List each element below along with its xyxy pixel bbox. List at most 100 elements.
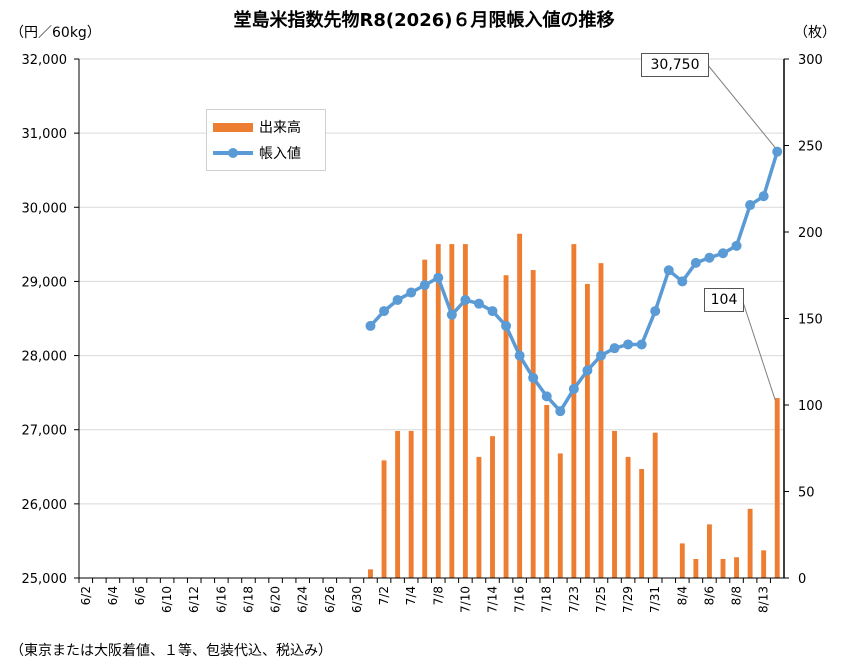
left-tick-label: 32,000 bbox=[22, 53, 68, 68]
left-tick-label: 25,000 bbox=[22, 572, 68, 587]
settlement-point bbox=[677, 276, 688, 287]
settlement-point bbox=[528, 372, 539, 383]
right-tick-label: 0 bbox=[798, 572, 806, 587]
volume-bar bbox=[734, 557, 739, 578]
x-tick-label: 7/29 bbox=[621, 586, 635, 613]
left-tick-label: 27,000 bbox=[22, 424, 68, 439]
volume-bar bbox=[557, 453, 563, 578]
x-tick-label: 8/4 bbox=[675, 586, 689, 605]
right-tick-label: 250 bbox=[798, 140, 823, 155]
x-tick-label: 6/16 bbox=[214, 586, 228, 613]
settlement-point bbox=[365, 320, 376, 331]
x-tick-label: 6/24 bbox=[296, 586, 310, 613]
settlement-point bbox=[487, 306, 498, 317]
settlement-point bbox=[433, 272, 444, 283]
x-tick-label: 8/13 bbox=[757, 586, 771, 613]
volume-bar bbox=[422, 259, 428, 578]
x-tick-label: 6/4 bbox=[106, 586, 120, 605]
x-tick-label: 6/30 bbox=[350, 586, 364, 613]
x-tick-label: 6/12 bbox=[187, 586, 201, 613]
volume-bar bbox=[774, 398, 780, 578]
settlement-point bbox=[582, 365, 593, 376]
x-tick-label: 7/8 bbox=[431, 586, 445, 605]
x-tick-label: 7/2 bbox=[377, 586, 391, 605]
settlement-point bbox=[514, 350, 525, 361]
legend-label-volume: 出来高 bbox=[259, 120, 301, 136]
settlement-point bbox=[541, 391, 552, 402]
legend-label-settlement: 帳入値 bbox=[259, 146, 301, 162]
left-tick-label: 26,000 bbox=[22, 498, 68, 513]
settlement-point bbox=[731, 240, 742, 251]
volume-bar bbox=[517, 233, 523, 579]
settlement-point bbox=[704, 252, 715, 263]
left-axis-unit: （円／60kg） bbox=[10, 25, 101, 41]
settlement-point bbox=[636, 339, 647, 350]
settlement-point bbox=[555, 406, 566, 417]
x-tick-label: 7/23 bbox=[567, 586, 581, 613]
right-tick-label: 50 bbox=[798, 486, 815, 501]
volume-bar bbox=[679, 543, 685, 578]
settlement-point bbox=[595, 350, 606, 361]
volume-bar bbox=[706, 524, 712, 578]
left-tick-label: 30,000 bbox=[22, 201, 68, 216]
settlement-point bbox=[623, 339, 634, 350]
volume-bar bbox=[544, 405, 550, 578]
settlement-point bbox=[460, 294, 471, 305]
volume-bar bbox=[747, 508, 753, 578]
leader-last-price bbox=[706, 63, 776, 148]
x-tick-label: 8/6 bbox=[702, 586, 716, 605]
volume-bars bbox=[368, 233, 780, 579]
x-tick-label: 7/16 bbox=[513, 586, 527, 613]
volume-bar bbox=[530, 270, 536, 578]
volume-bar bbox=[720, 558, 726, 578]
x-tick-label: 6/20 bbox=[269, 586, 283, 613]
volume-bar bbox=[761, 550, 767, 578]
settlement-point bbox=[609, 343, 620, 354]
x-tick-label: 8/8 bbox=[730, 586, 744, 605]
callout-last-price: 30,750 bbox=[641, 53, 709, 77]
right-tick-label: 200 bbox=[798, 226, 823, 241]
volume-bar bbox=[381, 460, 387, 578]
settlement-point bbox=[772, 146, 783, 157]
x-tick-label: 7/31 bbox=[648, 586, 662, 613]
legend: 出来高 帳入値 bbox=[206, 109, 326, 171]
settlement-line bbox=[365, 146, 783, 417]
volume-bar bbox=[598, 263, 604, 578]
volume-bar bbox=[625, 456, 631, 578]
right-tick-label: 150 bbox=[798, 313, 823, 328]
volume-bar bbox=[435, 244, 441, 579]
x-tick-label: 6/26 bbox=[323, 586, 337, 613]
settlement-point bbox=[663, 265, 674, 276]
settlement-point bbox=[690, 257, 701, 268]
volume-bar bbox=[584, 283, 590, 578]
volume-bar bbox=[476, 456, 482, 578]
left-tick-label: 29,000 bbox=[22, 275, 68, 290]
settlement-point bbox=[568, 383, 579, 394]
settlement-point bbox=[717, 248, 728, 259]
settlement-point bbox=[650, 306, 661, 317]
right-tick-label: 300 bbox=[798, 53, 823, 68]
callout-leaders bbox=[706, 63, 776, 401]
volume-bar bbox=[490, 436, 495, 578]
x-tick-label: 6/2 bbox=[79, 586, 93, 605]
volume-bar bbox=[408, 430, 414, 578]
settlement-point bbox=[379, 306, 390, 317]
settlement-point bbox=[758, 191, 769, 202]
volume-bar bbox=[693, 558, 699, 578]
settlement-point bbox=[406, 287, 417, 298]
chart-title: 堂島米指数先物R8(2026)６月限帳入値の推移 bbox=[233, 10, 615, 31]
settlement-point bbox=[501, 320, 512, 331]
right-axis-unit: （枚） bbox=[794, 25, 836, 41]
volume-bar bbox=[368, 569, 373, 578]
settlement-point bbox=[473, 298, 484, 309]
left-tick-label: 31,000 bbox=[22, 127, 68, 142]
x-tick-label: 6/18 bbox=[241, 586, 255, 613]
x-tick-label: 7/4 bbox=[404, 586, 418, 605]
legend-item-volume: 出来高 bbox=[213, 117, 301, 137]
volume-bar bbox=[462, 244, 468, 579]
tick-labels: 25,000 26,000 27,000 28,000 29,000 30,000 31,0… bbox=[22, 53, 823, 613]
volume-bar bbox=[571, 244, 577, 579]
x-tick-label: 7/25 bbox=[594, 586, 608, 613]
x-tick-label: 7/14 bbox=[486, 586, 500, 613]
